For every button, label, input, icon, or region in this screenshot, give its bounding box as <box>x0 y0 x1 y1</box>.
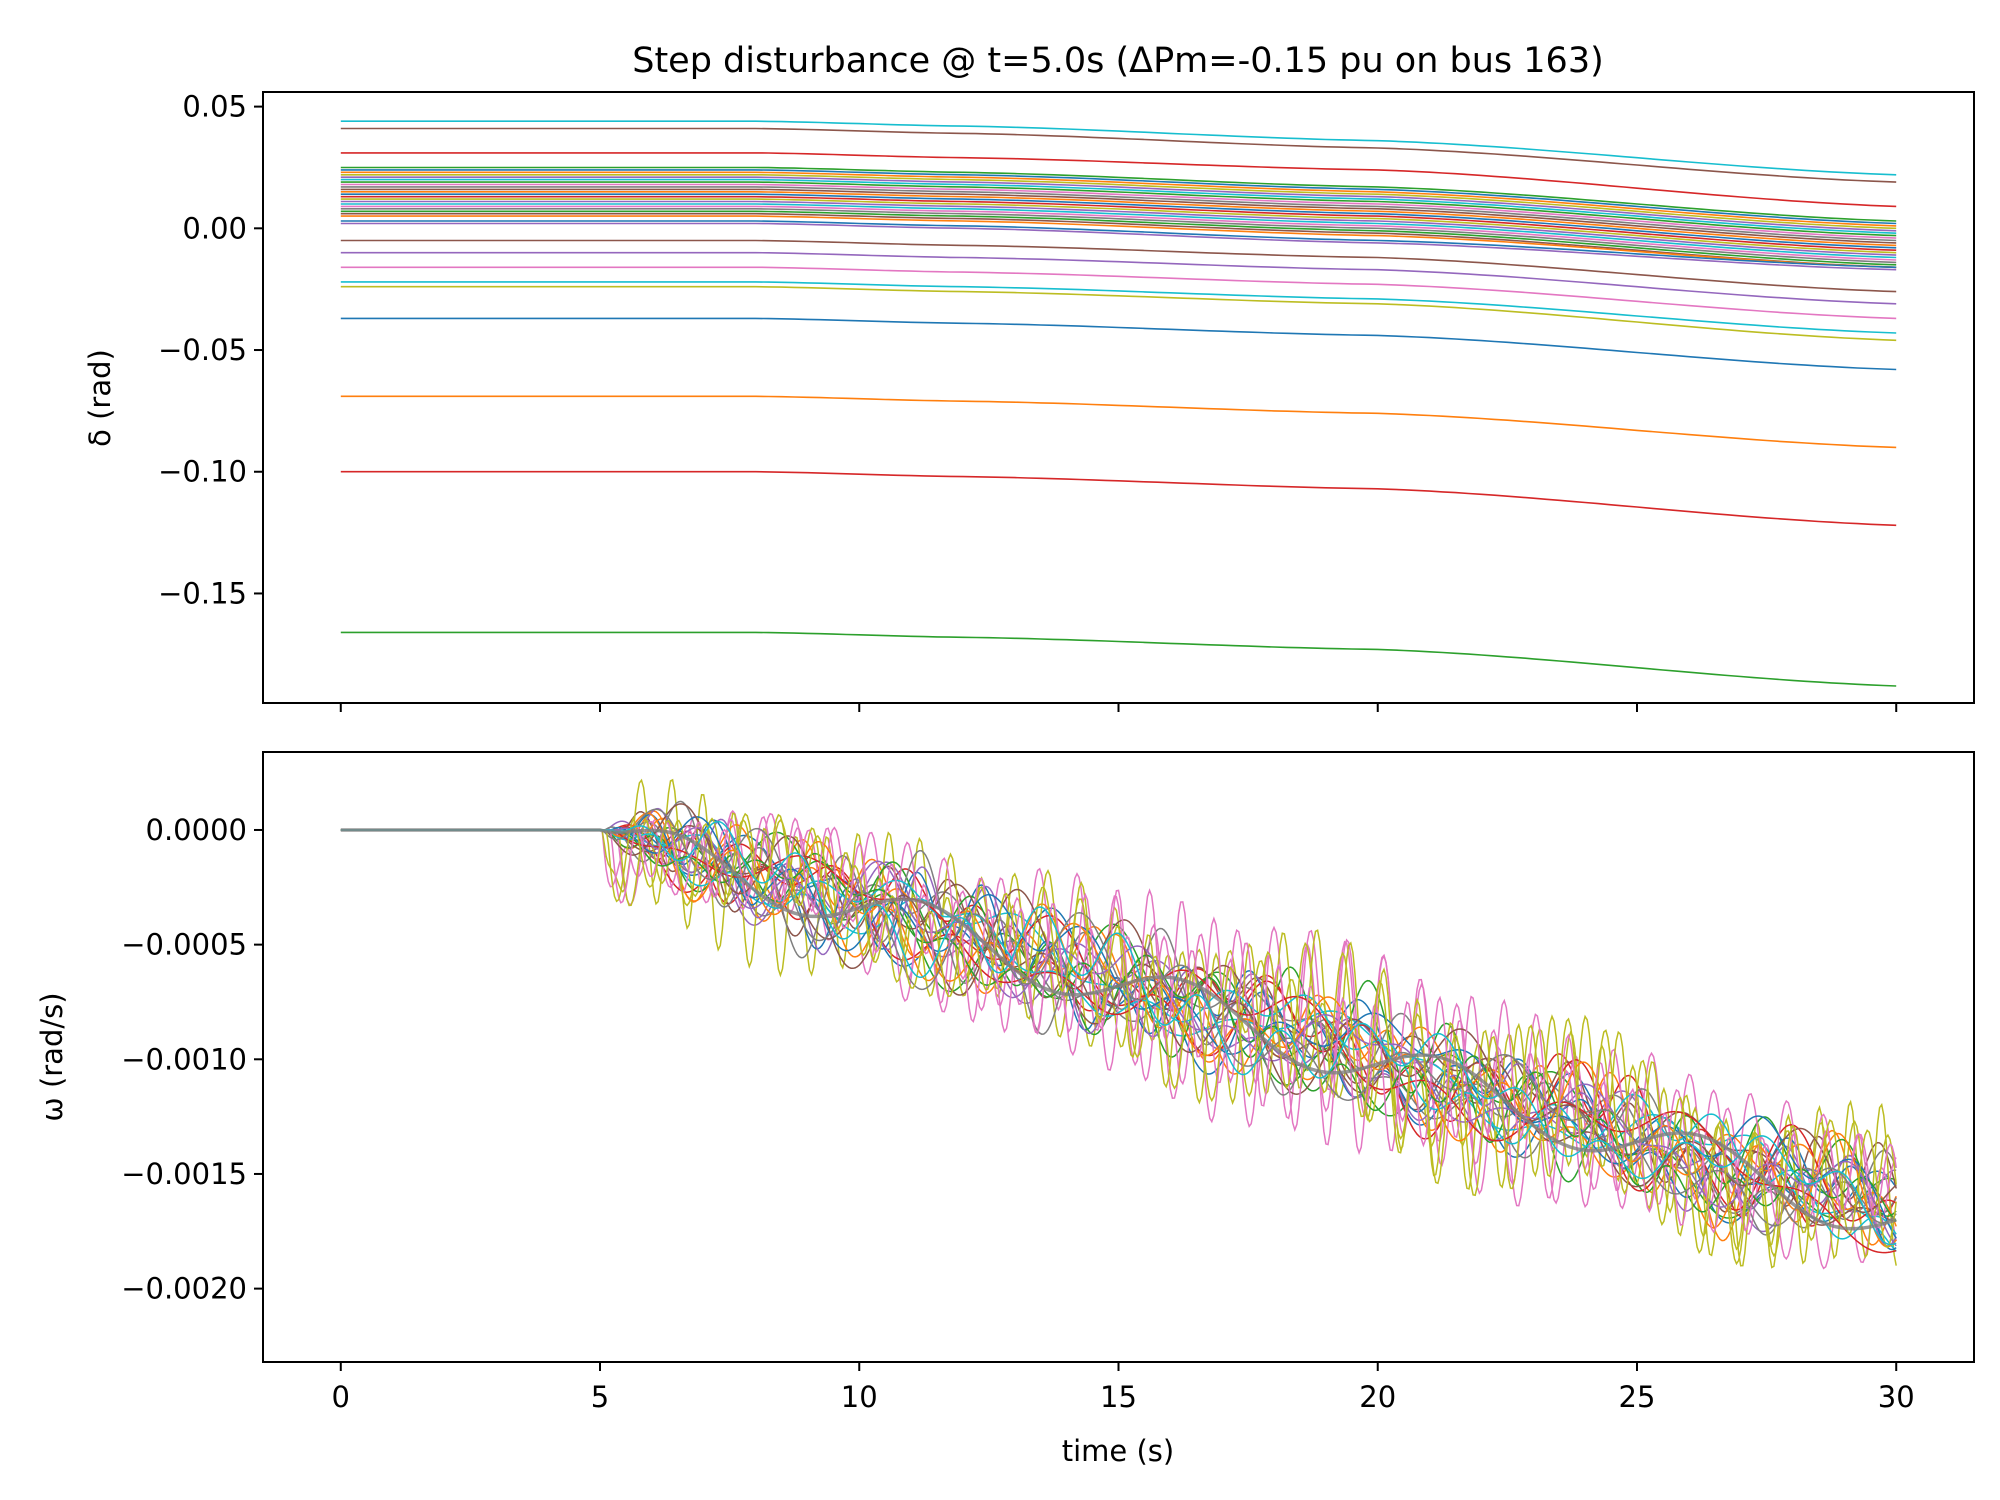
omega-y-ticks: 0.0000 −0.0005 −0.0010 −0.0015 −0.0020 <box>121 813 263 1306</box>
delta-series-line <box>340 195 1897 251</box>
delta-y-axis-label: δ (rad) <box>83 349 117 447</box>
omega-mean-line <box>340 828 1897 1231</box>
delta-series-line <box>340 208 1897 264</box>
omega-x-tick-label: 0 <box>332 1380 350 1414</box>
delta-series-line <box>340 317 1897 371</box>
omega-x-tick-label: 10 <box>841 1380 878 1414</box>
omega-y-tick-label: −0.0015 <box>121 1157 247 1191</box>
omega-series-group <box>340 778 1897 1270</box>
delta-series-line <box>340 181 1897 237</box>
delta-y-tick-label: 0.00 <box>182 211 247 245</box>
delta-series-line <box>340 127 1897 183</box>
delta-series-line <box>340 203 1897 259</box>
delta-series-line <box>340 193 1897 249</box>
omega-x-tick-label: 15 <box>1100 1380 1137 1414</box>
delta-series-line <box>340 169 1897 225</box>
delta-series-line <box>340 176 1897 232</box>
delta-series-line <box>340 222 1897 271</box>
omega-x-ticks: 0 5 10 15 20 25 30 <box>332 1362 1915 1414</box>
chart-title: Step disturbance @ t=5.0s (ΔPm=-0.15 pu … <box>632 41 1604 81</box>
delta-series-line <box>340 281 1897 334</box>
delta-x-ticks <box>339 703 1898 712</box>
delta-series-line <box>340 152 1897 208</box>
delta-series-line <box>340 205 1897 261</box>
x-axis-label: time (s) <box>1062 1434 1174 1468</box>
omega-y-tick-label: −0.0010 <box>121 1042 247 1076</box>
delta-series-group <box>340 120 1897 687</box>
omega-y-tick-label: −0.0005 <box>121 928 247 962</box>
delta-y-tick-label: −0.05 <box>158 333 247 367</box>
delta-series-line <box>340 186 1897 242</box>
delta-series-line <box>340 285 1897 342</box>
omega-x-tick-label: 5 <box>591 1380 609 1414</box>
delta-series-line <box>340 215 1897 269</box>
omega-x-tick-label: 25 <box>1619 1380 1656 1414</box>
delta-series-line <box>340 470 1897 527</box>
delta-series-line <box>340 200 1897 256</box>
delta-series-line <box>340 183 1897 239</box>
delta-series-line <box>340 171 1897 227</box>
delta-series-line <box>340 631 1897 687</box>
delta-series-line <box>340 239 1897 293</box>
omega-x-tick-label: 20 <box>1359 1380 1396 1414</box>
delta-series-line <box>340 120 1897 176</box>
delta-panel: 0.05 0.00 −0.05 −0.10 −0.15 δ (rad) <box>83 90 1975 712</box>
delta-series-line <box>340 188 1897 244</box>
delta-series-line <box>340 220 1897 269</box>
delta-series-line <box>340 266 1897 320</box>
delta-series-line <box>340 178 1897 234</box>
delta-series-line <box>340 198 1897 254</box>
delta-series-line <box>340 395 1897 449</box>
delta-y-tick-label: −0.10 <box>158 455 247 489</box>
delta-y-tick-label: 0.05 <box>182 90 247 124</box>
delta-series-line <box>340 174 1897 230</box>
omega-y-tick-label: 0.0000 <box>146 813 247 847</box>
delta-y-ticks: 0.05 0.00 −0.05 −0.10 −0.15 <box>158 90 263 610</box>
omega-y-axis-label: ω (rad/s) <box>35 992 69 1121</box>
omega-panel: 0.0000 −0.0005 −0.0010 −0.0015 −0.0020 0 5 10 1… <box>35 751 1975 1468</box>
delta-series-line <box>340 210 1897 266</box>
omega-x-tick-label: 30 <box>1878 1380 1915 1414</box>
omega-y-tick-label: −0.0020 <box>121 1272 247 1306</box>
delta-series-line <box>340 212 1897 269</box>
delta-series-line <box>340 191 1897 247</box>
delta-series-line <box>340 166 1897 222</box>
delta-y-tick-label: −0.15 <box>158 576 247 610</box>
delta-series-line <box>340 251 1897 305</box>
